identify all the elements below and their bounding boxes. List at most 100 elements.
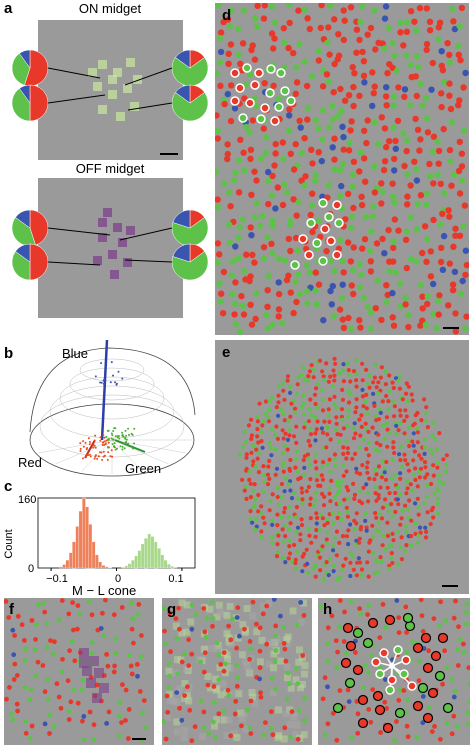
- ring-cone: [254, 68, 264, 78]
- cone-dot: [414, 126, 422, 133]
- cone-dot: [455, 102, 462, 109]
- cone-dot: [382, 93, 390, 100]
- cone-dot: [338, 294, 346, 302]
- cone-dot: [106, 709, 112, 715]
- cone-dot: [321, 577, 326, 582]
- cone-dot: [313, 459, 318, 464]
- red-cone-point: [82, 440, 85, 443]
- cone-dot: [320, 464, 325, 470]
- cone-dot: [315, 515, 320, 521]
- histogram-bar: [167, 563, 171, 569]
- cone-dot: [403, 264, 410, 272]
- cone-dot: [431, 463, 436, 468]
- cone-dot: [412, 115, 419, 123]
- cone-dot: [420, 629, 426, 634]
- cone-dot: [309, 160, 316, 167]
- cone-dot: [364, 482, 369, 487]
- cone-dot: [434, 447, 439, 452]
- cone-dot: [325, 462, 330, 467]
- cone-dot: [248, 232, 255, 239]
- cone-dot: [65, 678, 71, 684]
- cone-dot: [340, 397, 346, 402]
- cone-dot: [419, 305, 426, 312]
- cone-dot: [340, 462, 345, 467]
- cone-dot: [416, 678, 422, 683]
- cone-dot: [359, 245, 366, 252]
- cone-dot: [360, 58, 368, 65]
- histogram-bar: [95, 554, 99, 569]
- cone-dot: [257, 625, 263, 631]
- cone-dot: [389, 180, 396, 187]
- cone-dot: [319, 136, 326, 143]
- cone-dot: [279, 320, 286, 327]
- cone-dot: [280, 555, 285, 560]
- noise-patch: [223, 630, 231, 638]
- cone-dot: [418, 598, 424, 603]
- cone-dot: [354, 466, 359, 471]
- green-cone-point: [105, 435, 108, 438]
- cone-dot: [346, 414, 351, 419]
- cone-dot: [376, 464, 382, 469]
- cone-dot: [446, 146, 454, 154]
- cone-dot: [373, 362, 378, 367]
- cone-dot: [433, 324, 440, 332]
- cone-dot: [227, 41, 235, 48]
- histogram-bar: [150, 536, 155, 569]
- cone-dot: [249, 251, 256, 259]
- cone-dot: [404, 524, 409, 529]
- ring-cone: [230, 96, 240, 106]
- cone-dot: [15, 613, 21, 619]
- noise-patch: [259, 603, 267, 611]
- cone-dot: [283, 534, 288, 539]
- cone-dot: [46, 696, 51, 702]
- cone-dot: [251, 168, 258, 175]
- cone-dot: [429, 481, 434, 487]
- cone-dot: [253, 177, 260, 184]
- cone-dot: [414, 200, 421, 208]
- noise-patch: [178, 599, 186, 607]
- receptive-field-spot: [108, 75, 117, 84]
- blue-cone-point: [121, 377, 124, 380]
- cone-dot: [440, 125, 447, 133]
- histogram-xlabel: M − L cone: [72, 583, 137, 598]
- cone-dot: [370, 687, 376, 692]
- cone-dot: [314, 490, 319, 495]
- cone-dot: [305, 452, 311, 457]
- cone-dot: [229, 258, 236, 265]
- cone-dot: [295, 681, 301, 686]
- cone-dot: [241, 95, 248, 102]
- cone-dot: [386, 406, 391, 412]
- cone-dot: [255, 434, 260, 439]
- cone-dot: [261, 464, 266, 469]
- cone-dot: [353, 431, 358, 436]
- cone-dot: [313, 563, 318, 568]
- pie-slice: [11, 88, 31, 122]
- cone-dot: [235, 51, 242, 58]
- cone-dot: [437, 180, 444, 188]
- cone-dot: [337, 511, 342, 516]
- cone-dot: [249, 117, 257, 124]
- cone-dot: [422, 445, 427, 450]
- cone-dot: [247, 639, 253, 644]
- cone-dot: [111, 669, 117, 675]
- cone-dot: [176, 605, 181, 611]
- cone-dot: [14, 701, 20, 707]
- cone-dot: [239, 723, 244, 729]
- cone-dot: [358, 271, 365, 279]
- cone-dot: [401, 162, 408, 170]
- cone-dot: [329, 282, 336, 290]
- cone-dot: [270, 492, 275, 497]
- cone-dot: [134, 662, 140, 667]
- cone-dot: [344, 534, 349, 539]
- cone-dot: [373, 467, 378, 472]
- cone-dot: [344, 423, 350, 428]
- cone-dot: [318, 3, 325, 9]
- cone-dot: [408, 482, 413, 487]
- receptive-field-spot: [113, 68, 122, 77]
- cone-dot: [294, 391, 299, 396]
- cone-dot: [413, 166, 420, 173]
- cone-dot: [306, 269, 313, 277]
- cone-dot: [324, 39, 331, 46]
- cone-dot: [459, 277, 466, 285]
- cone-dot: [294, 440, 299, 445]
